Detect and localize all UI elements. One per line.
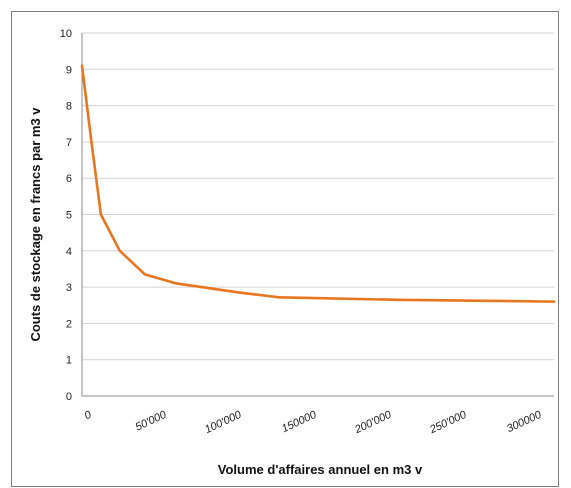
series-group [80, 64, 556, 303]
x-axis-title: Volume d'affaires annuel en m3 v [218, 462, 423, 477]
y-tick-label: 4 [66, 246, 72, 258]
y-tick-label: 2 [66, 318, 72, 330]
y-tick-label: 9 [66, 64, 72, 76]
x-tick-label: 50'000 [134, 408, 169, 433]
x-tick-label: 100'000 [203, 408, 244, 436]
y-tick-label: 6 [66, 173, 72, 185]
x-tick-label: 0 [83, 408, 94, 422]
x-tick-label: 150000 [280, 408, 319, 435]
y-tick-label: 8 [66, 101, 72, 113]
y-tick-label: 1 [66, 355, 72, 367]
x-tick-labels: 0 50'000 100'000 150000 200'000 250'000 300000 [83, 408, 544, 436]
y-axis-title: Couts de stockage en francs par m3 v [28, 107, 43, 342]
x-tick-label: 300000 [505, 408, 544, 435]
y-tick-labels: 0 1 2 3 4 5 6 7 8 9 10 [60, 28, 72, 403]
y-tick-label: 5 [66, 210, 72, 222]
gridlines [81, 32, 554, 397]
y-tick-label: 10 [60, 28, 72, 40]
y-tick-label: 0 [66, 391, 72, 403]
x-tick-label: 250'000 [427, 408, 469, 436]
y-tick-label: 3 [66, 282, 72, 294]
chart-frame [11, 11, 559, 487]
series-line-0 [80, 64, 556, 303]
y-tick-label: 7 [66, 137, 72, 149]
x-tick-label: 200'000 [352, 408, 394, 436]
